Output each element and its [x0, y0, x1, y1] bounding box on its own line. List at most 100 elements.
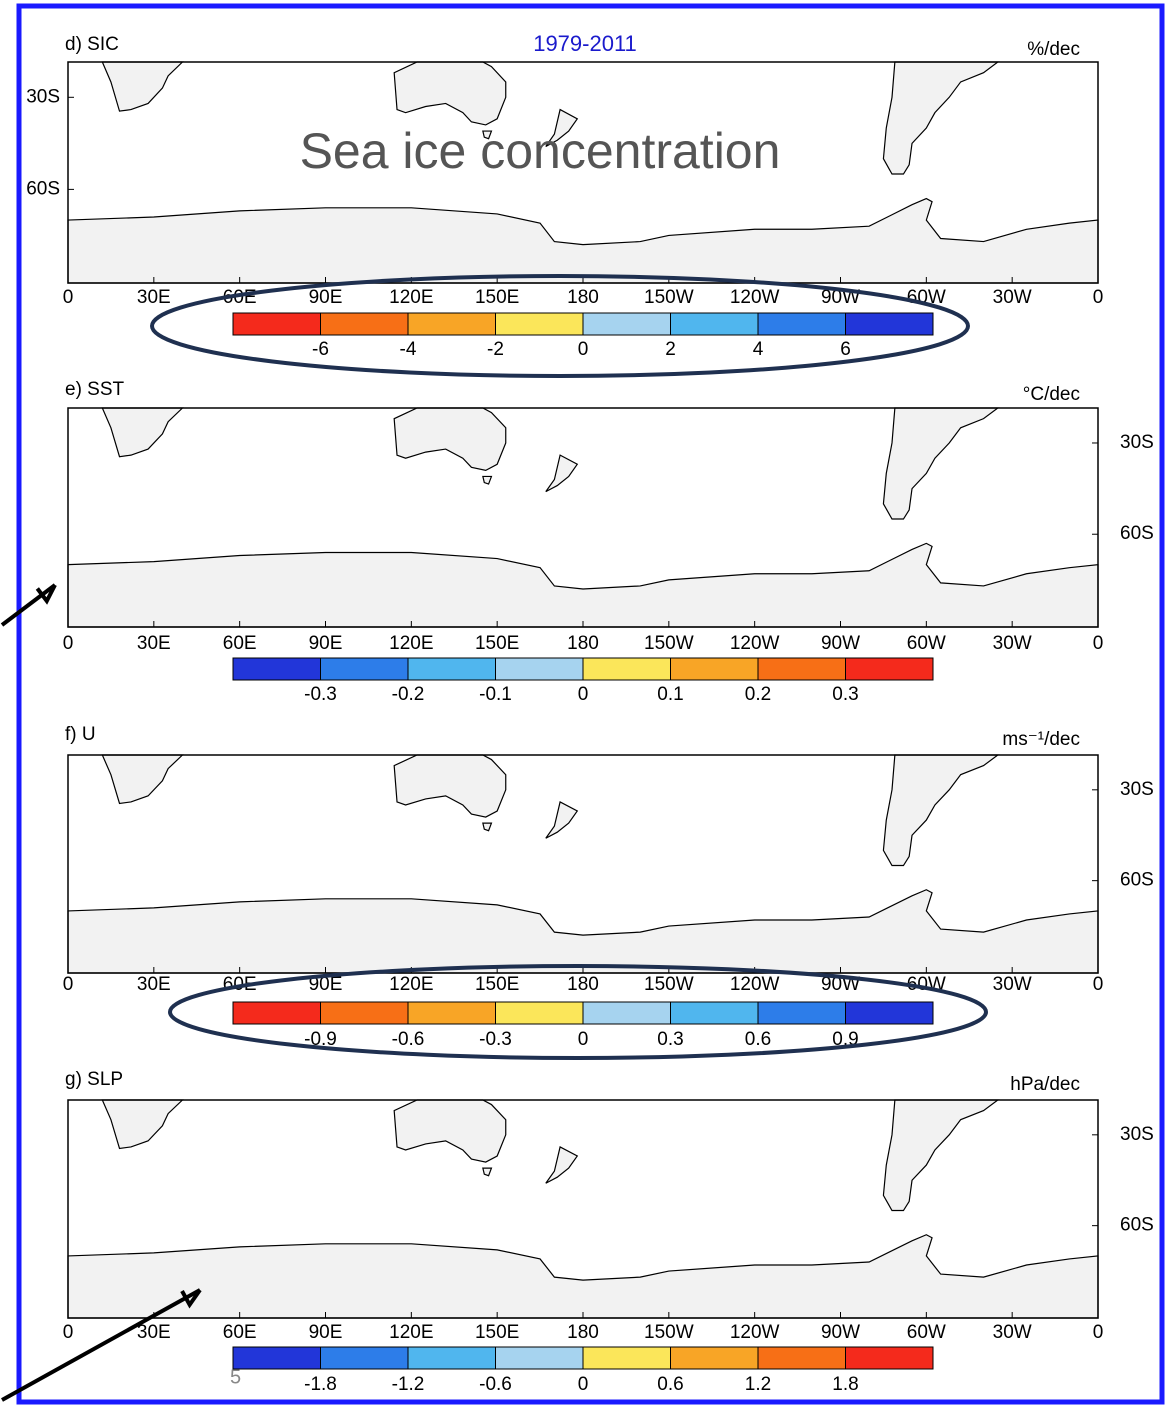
colorbar-label: -1.8	[304, 1374, 337, 1395]
panel-label: g) SLP	[65, 1069, 123, 1090]
colorbar-label: -6	[312, 339, 329, 360]
lon-label: 120W	[730, 1322, 780, 1343]
lon-label: 120E	[389, 1322, 433, 1343]
lon-label: 120E	[389, 633, 433, 654]
land	[393, 407, 507, 471]
lon-label: 60W	[907, 1322, 946, 1343]
panel-label: e) SST	[65, 379, 125, 400]
lon-label: 0	[1093, 974, 1104, 995]
colorbar-label: -0.6	[479, 1374, 512, 1395]
lat-label: 30S	[1120, 432, 1154, 453]
lon-label: 150E	[475, 1322, 519, 1343]
land	[482, 475, 493, 485]
colorbar-swatch	[757, 312, 846, 336]
lat-label: 60S	[26, 178, 60, 199]
land	[393, 61, 507, 126]
colorbar-label: -0.1	[479, 684, 512, 705]
lon-label: 0	[63, 974, 74, 995]
colorbar-label: 0.2	[745, 684, 771, 705]
land	[67, 1234, 1099, 1319]
lon-label: 0	[1093, 633, 1104, 654]
title: 1979-2011	[533, 31, 637, 56]
lon-label: 90E	[309, 287, 343, 308]
colorbar-swatch	[670, 312, 759, 336]
lon-label: 30W	[993, 633, 1032, 654]
lon-label: 60E	[223, 1322, 257, 1343]
land	[482, 130, 493, 140]
lon-label: 90E	[309, 1322, 343, 1343]
colorbar-swatch	[582, 1001, 671, 1025]
land	[545, 1146, 579, 1184]
lon-label: 150E	[475, 633, 519, 654]
lon-label: 30W	[993, 1322, 1032, 1343]
lon-label: 180	[567, 633, 599, 654]
colorbar-label: -0.3	[479, 1029, 512, 1050]
land	[882, 1099, 1000, 1212]
highlight-ellipse	[168, 964, 988, 1060]
colorbar-label: -4	[400, 339, 417, 360]
colorbar-label: 2	[665, 339, 676, 360]
colorbar-swatch	[670, 1001, 759, 1025]
land	[882, 407, 1000, 520]
arrow-shaft	[1, 1288, 201, 1402]
land	[545, 801, 579, 839]
lon-label: 30E	[137, 633, 171, 654]
panel-unit: hPa/dec	[1010, 1074, 1080, 1095]
lon-label: 150W	[644, 633, 694, 654]
lat-label: 60S	[1120, 1215, 1154, 1236]
land	[101, 407, 184, 458]
land	[393, 754, 507, 818]
page-number: 5	[230, 1366, 241, 1388]
colorbar-swatch	[407, 1346, 496, 1370]
land	[545, 108, 579, 147]
colorbar-label: 0	[578, 339, 589, 360]
land	[67, 542, 1099, 628]
colorbar-swatch	[232, 312, 321, 336]
colorbar-swatch	[670, 657, 759, 681]
colorbar-swatch	[582, 312, 671, 336]
colorbar-label: 0	[578, 1374, 589, 1395]
colorbar-label: -0.6	[392, 1029, 425, 1050]
lon-label: 150W	[644, 974, 694, 995]
land	[882, 61, 1000, 175]
lat-label: 30S	[1120, 779, 1154, 800]
slide-border	[16, 3, 1165, 1405]
colorbar-swatch	[582, 657, 671, 681]
colorbar-label: 1.8	[832, 1374, 858, 1395]
land	[482, 822, 493, 832]
colorbar-swatch	[845, 657, 934, 681]
colorbar-label: 0.3	[832, 684, 858, 705]
lon-label: 150W	[644, 287, 694, 308]
colorbar-label: 6	[840, 339, 851, 360]
panel-label: f) U	[65, 724, 96, 745]
lon-label: 30E	[137, 287, 171, 308]
lon-label: 120W	[730, 633, 780, 654]
land	[545, 454, 579, 493]
lon-label: 180	[567, 974, 599, 995]
lon-label: 0	[63, 1322, 74, 1343]
colorbar-label: 0.6	[657, 1374, 683, 1395]
colorbar-swatch	[582, 1346, 671, 1370]
colorbar-label: 0.6	[745, 1029, 771, 1050]
colorbar-swatch	[407, 657, 496, 681]
colorbar-label: 1.2	[745, 1374, 771, 1395]
lon-label: 60W	[907, 633, 946, 654]
lat-label: 60S	[1120, 870, 1154, 891]
land	[101, 754, 184, 805]
colorbar-swatch	[320, 657, 409, 681]
lon-label: 90E	[309, 633, 343, 654]
colorbar-swatch	[845, 1346, 934, 1370]
colorbar-label: 4	[753, 339, 764, 360]
panel-unit: °C/dec	[1023, 384, 1080, 405]
land	[67, 197, 1099, 284]
lon-label: 30E	[137, 1322, 171, 1343]
colorbar-swatch	[495, 312, 584, 336]
lon-label: 0	[1093, 287, 1104, 308]
colorbar-swatch	[495, 1346, 584, 1370]
lon-label: 90E	[309, 974, 343, 995]
land	[882, 754, 1000, 867]
land	[393, 1099, 507, 1163]
lat-label: 60S	[1120, 523, 1154, 544]
lon-label: 30W	[993, 287, 1032, 308]
